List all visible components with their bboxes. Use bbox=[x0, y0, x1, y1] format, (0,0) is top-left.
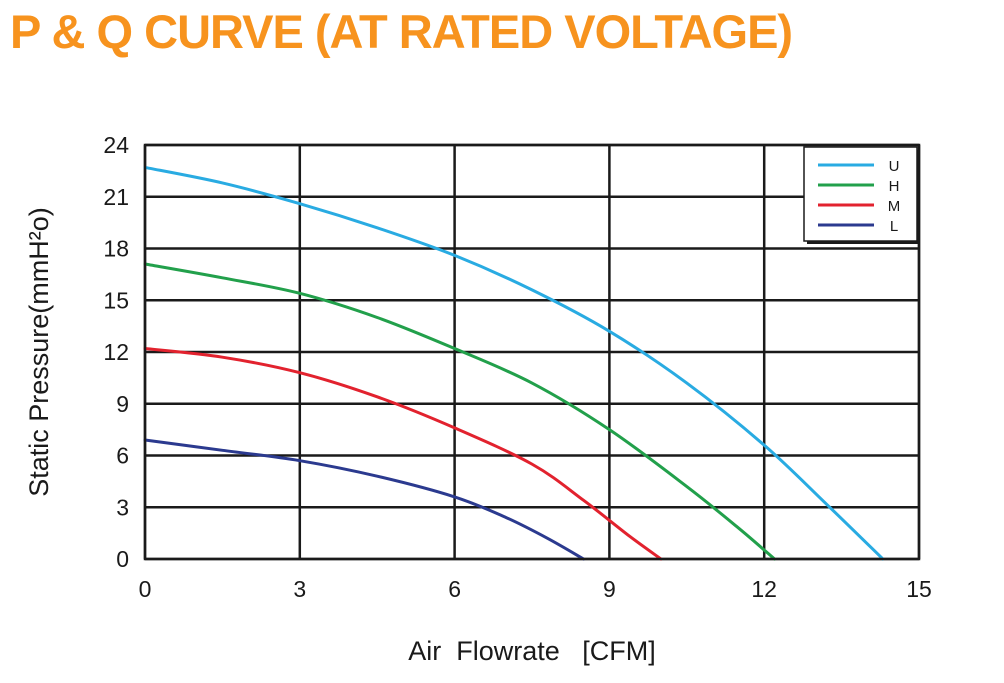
y-tick-label: 21 bbox=[103, 184, 129, 210]
y-tick-label: 15 bbox=[103, 287, 129, 313]
series-line-h bbox=[143, 262, 777, 561]
y-tick-labels: 0 3 6 9 12 15 18 21 24 bbox=[103, 132, 129, 572]
x-tick-label: 9 bbox=[603, 576, 616, 602]
grid bbox=[143, 143, 921, 561]
y-axis-label: Static Pressure(mmH²o) bbox=[24, 207, 54, 497]
chart-title: P & Q CURVE (AT RATED VOLTAGE) bbox=[10, 5, 793, 58]
x-tick-label: 15 bbox=[906, 576, 932, 602]
legend-label: M bbox=[888, 198, 901, 215]
y-tick-label: 0 bbox=[116, 546, 129, 572]
y-tick-label: 9 bbox=[116, 391, 129, 417]
legend-label: H bbox=[889, 178, 900, 195]
y-tick-label: 6 bbox=[116, 443, 129, 469]
plot-frame bbox=[143, 143, 921, 561]
series-line-m bbox=[143, 347, 663, 561]
legend-label: U bbox=[889, 158, 900, 175]
series-line-l bbox=[143, 438, 586, 561]
y-tick-label: 12 bbox=[103, 339, 129, 365]
x-axis-label: Air Flowrate [CFM] bbox=[408, 636, 656, 666]
y-tick-label: 18 bbox=[103, 236, 129, 262]
y-tick-label: 24 bbox=[103, 132, 129, 158]
series-lines bbox=[143, 165, 885, 561]
x-tick-label: 6 bbox=[448, 576, 461, 602]
series-line-u bbox=[143, 165, 885, 561]
x-tick-label: 0 bbox=[139, 576, 152, 602]
x-tick-label: 12 bbox=[751, 576, 777, 602]
x-tick-labels: 0 3 6 9 12 15 bbox=[139, 576, 932, 602]
y-tick-label: 3 bbox=[116, 494, 129, 520]
legend-label: L bbox=[890, 218, 898, 235]
legend-box bbox=[803, 146, 918, 242]
x-tick-label: 3 bbox=[293, 576, 306, 602]
